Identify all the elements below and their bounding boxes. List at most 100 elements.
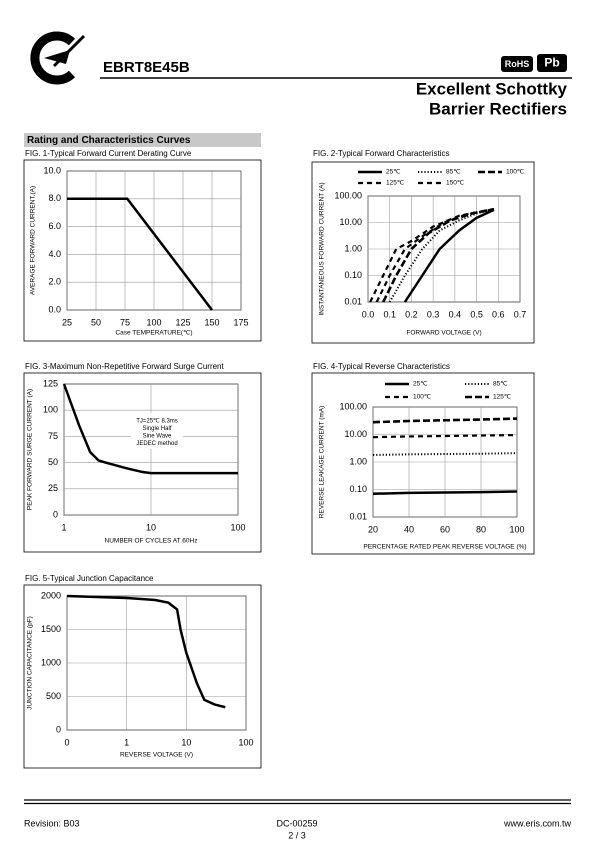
x-tick-label: 60 bbox=[440, 524, 450, 534]
y-tick-label: 0 bbox=[56, 724, 61, 734]
x-tick-label: 100 bbox=[230, 522, 245, 532]
y-tick-label: 1.00 bbox=[349, 456, 367, 466]
section-title: Rating and Characteristics Curves bbox=[27, 135, 191, 146]
y-axis-label: AVERAGE FORWARD CURRENT,(A) bbox=[30, 186, 37, 295]
y-tick-label: 0.01 bbox=[349, 511, 367, 521]
x-tick-label: 125 bbox=[175, 317, 190, 327]
annotation: Sine Wave bbox=[143, 434, 172, 440]
x-tick-label: 10 bbox=[181, 737, 191, 747]
x-tick-label: 0.5 bbox=[470, 309, 483, 319]
x-tick-label: 80 bbox=[476, 524, 486, 534]
chart-title: FIG. 4-Typical Reverse Characteristics bbox=[313, 362, 450, 371]
charts: FIG. 1-Typical Forward Current Derating … bbox=[23, 149, 535, 769]
chart-title: FIG. 2-Typical Forward Characteristics bbox=[313, 149, 449, 158]
x-tick-label: 0.1 bbox=[383, 309, 396, 319]
legend-label: 85℃ bbox=[446, 169, 461, 176]
y-tick-label: 0.10 bbox=[349, 484, 367, 494]
website: www.eris.com.tw bbox=[503, 818, 572, 828]
x-tick-label: 175 bbox=[233, 317, 248, 327]
x-axis-label: REVERSE VOLTAGE (V) bbox=[120, 752, 193, 759]
x-tick-label: 25 bbox=[62, 317, 72, 327]
y-tick-label: 0.0 bbox=[48, 304, 61, 314]
y-tick-label: 100.00 bbox=[339, 401, 367, 411]
y-tick-label: 8.0 bbox=[48, 193, 61, 203]
page-number: 2 / 3 bbox=[288, 830, 306, 840]
y-tick-label: 1000 bbox=[41, 657, 61, 667]
legend-label: 125℃ bbox=[386, 180, 405, 187]
x-tick-label: 100 bbox=[146, 317, 161, 327]
y-tick-label: 25 bbox=[48, 483, 58, 493]
section-bar bbox=[24, 133, 261, 147]
legend-label: 100℃ bbox=[413, 394, 432, 401]
pb-badge bbox=[537, 54, 567, 72]
annotation-box bbox=[131, 413, 183, 449]
x-tick-label: 1 bbox=[61, 522, 66, 532]
series-line bbox=[67, 197, 213, 311]
y-axis-label: JUNCTION CAPACITANCE (pF) bbox=[27, 616, 34, 710]
legend-label: 150℃ bbox=[446, 180, 465, 187]
annotation: JEDEC method bbox=[136, 441, 177, 447]
x-tick-label: 0.3 bbox=[427, 309, 440, 319]
y-tick-label: 2000 bbox=[41, 590, 61, 600]
series-line bbox=[372, 434, 518, 439]
y-axis-label: PEAK FORWARD SURGE CURRENT (A) bbox=[27, 389, 34, 510]
legend-label: 100℃ bbox=[506, 169, 525, 176]
pb-text: Pb bbox=[544, 56, 559, 70]
x-tick-label: 0.4 bbox=[449, 309, 462, 319]
x-tick-label: 75 bbox=[120, 317, 130, 327]
x-axis-label: PERCENTAGE RATED PEAK REVERSE VOLTAGE (%… bbox=[363, 544, 526, 551]
x-tick-label: 40 bbox=[404, 524, 414, 534]
y-tick-label: 1500 bbox=[41, 624, 61, 634]
chart-title: FIG. 1-Typical Forward Current Derating … bbox=[25, 149, 192, 158]
logo bbox=[30, 31, 86, 85]
x-tick-label: 1 bbox=[124, 737, 129, 747]
annotation: TJ=25℃ 8.3ms bbox=[136, 419, 178, 425]
rohs-badge bbox=[501, 56, 533, 72]
x-tick-label: 50 bbox=[91, 317, 101, 327]
x-tick-label: 0.0 bbox=[362, 309, 375, 319]
y-tick-label: 50 bbox=[48, 457, 58, 467]
chart-frame bbox=[23, 159, 262, 342]
chart-title: FIG. 3-Maximum Non-Repetitive Forward Su… bbox=[25, 362, 225, 371]
x-tick-label: 100 bbox=[238, 737, 253, 747]
x-tick-label: 20 bbox=[368, 524, 378, 534]
x-tick-label: 100 bbox=[509, 524, 524, 534]
series-line bbox=[372, 417, 518, 424]
chart-title: FIG. 5-Typical Junction Capacitance bbox=[25, 574, 154, 583]
legend-label: 85℃ bbox=[493, 381, 508, 388]
y-tick-label: 10.0 bbox=[43, 165, 61, 175]
doc-number: DC-00259 bbox=[276, 818, 317, 828]
y-tick-label: 10.00 bbox=[344, 429, 367, 439]
series-line bbox=[62, 383, 238, 475]
series-line bbox=[66, 594, 226, 709]
chart-frame bbox=[311, 161, 535, 344]
x-axis-label: NUMBER OF CYCLES AT 60Hz bbox=[105, 538, 198, 545]
chart-frame bbox=[23, 584, 262, 769]
x-tick-label: 10 bbox=[146, 522, 156, 532]
x-axis-label: Case TEMPERATURE(℃) bbox=[115, 330, 192, 337]
legend-label: 25℃ bbox=[413, 381, 428, 388]
y-tick-label: 0.01 bbox=[344, 296, 362, 306]
x-tick-label: 0.2 bbox=[405, 309, 418, 319]
chart-frame bbox=[311, 372, 535, 555]
y-tick-label: 100 bbox=[43, 405, 58, 415]
title: Barrier Rectifiers bbox=[429, 99, 567, 118]
part-number: EBRT8E45B bbox=[103, 59, 190, 76]
series-line bbox=[403, 208, 495, 303]
title: Excellent Schottky bbox=[416, 79, 568, 98]
y-tick-label: 125 bbox=[43, 378, 58, 388]
y-tick-label: 0.10 bbox=[344, 270, 362, 280]
revision: Revision: B03 bbox=[24, 818, 80, 828]
y-tick-label: 4.0 bbox=[48, 249, 61, 259]
y-tick-label: 10.00 bbox=[339, 217, 362, 227]
y-tick-label: 500 bbox=[46, 691, 61, 701]
series-line bbox=[372, 490, 518, 496]
x-tick-label: 0.7 bbox=[514, 309, 527, 319]
y-tick-label: 0 bbox=[53, 509, 58, 519]
x-axis-label: FORWARD VOLTAGE (V) bbox=[406, 330, 481, 337]
annotation: Single Half bbox=[142, 426, 171, 432]
y-tick-label: 1.00 bbox=[344, 243, 362, 253]
y-tick-label: 75 bbox=[48, 431, 58, 441]
x-tick-label: 0.6 bbox=[492, 309, 505, 319]
